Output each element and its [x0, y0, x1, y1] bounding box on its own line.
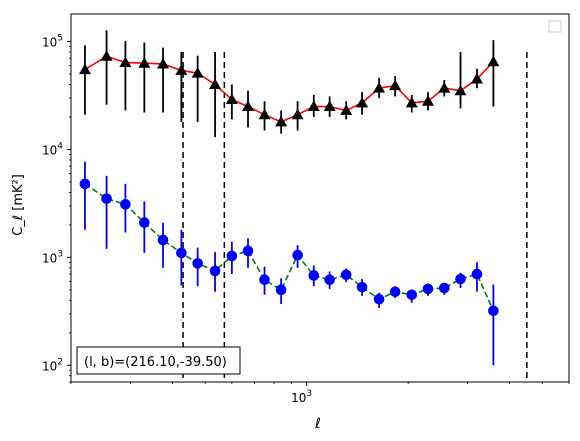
circle-marker [226, 250, 238, 262]
triangle-marker [405, 96, 418, 108]
circle-marker [406, 289, 418, 301]
y-tick-label: 102 [42, 357, 63, 373]
triangle-marker [356, 96, 369, 108]
triangle-marker [209, 78, 222, 89]
circle-marker [438, 282, 450, 294]
circle-marker [79, 178, 91, 190]
circle-marker [455, 273, 466, 285]
y-axis-label: C_ℓ [mK²] [11, 174, 26, 236]
triangle-marker [438, 82, 451, 93]
circle-marker [292, 249, 303, 261]
triangle-marker [78, 63, 91, 75]
legend-box [548, 20, 562, 33]
circle-marker [242, 245, 254, 257]
circle-marker [209, 265, 221, 277]
circle-marker [157, 234, 169, 246]
triangle-marker [138, 57, 151, 68]
triangle-marker [242, 100, 255, 112]
y-tick-label: 104 [42, 141, 63, 157]
triangle-marker [157, 57, 170, 69]
triangle-marker [258, 108, 271, 120]
triangle-marker [275, 115, 288, 127]
triangle-marker [225, 93, 238, 105]
triangle-marker [175, 64, 188, 75]
axes: 102 103 104 105 103 [42, 34, 570, 405]
triangle-marker [389, 79, 402, 91]
circle-marker [356, 281, 368, 293]
triangle-marker [119, 56, 132, 67]
circle-marker [259, 274, 270, 286]
triangle-marker [191, 67, 204, 78]
triangle-marker [340, 104, 353, 115]
circle-marker [101, 193, 112, 204]
triangle-marker [307, 100, 320, 112]
circle-marker [389, 286, 401, 298]
x-axis-label: ℓ [314, 416, 321, 432]
annotation-text: (l, b)=(216.10,-39.50) [84, 355, 227, 370]
triangle-marker [454, 84, 467, 96]
circle-marker [324, 274, 335, 286]
circle-marker [139, 217, 150, 228]
triangle-marker [470, 72, 483, 84]
circle-marker [176, 247, 187, 259]
circle-marker [308, 270, 320, 281]
circle-marker [422, 283, 434, 295]
plot-frame [70, 13, 570, 383]
circle-marker [192, 258, 203, 269]
triangle-marker [291, 108, 304, 120]
circle-marker [488, 305, 499, 317]
circle-marker [340, 269, 352, 281]
circle-marker [275, 284, 287, 296]
triangle-marker [100, 50, 113, 61]
plot-area [78, 30, 528, 382]
triangle-marker [373, 82, 386, 93]
annotation-box: (l, b)=(216.10,-39.50) [76, 346, 241, 375]
circle-marker [120, 199, 131, 210]
triangle-marker [323, 100, 336, 112]
x-tick-label: 103 [291, 389, 312, 405]
circle-marker [373, 293, 385, 305]
circle-marker [471, 268, 483, 280]
y-tick-label: 103 [42, 249, 63, 265]
triangle-marker [487, 55, 500, 67]
y-tick-label: 105 [42, 34, 63, 50]
triangle-marker [421, 95, 434, 106]
